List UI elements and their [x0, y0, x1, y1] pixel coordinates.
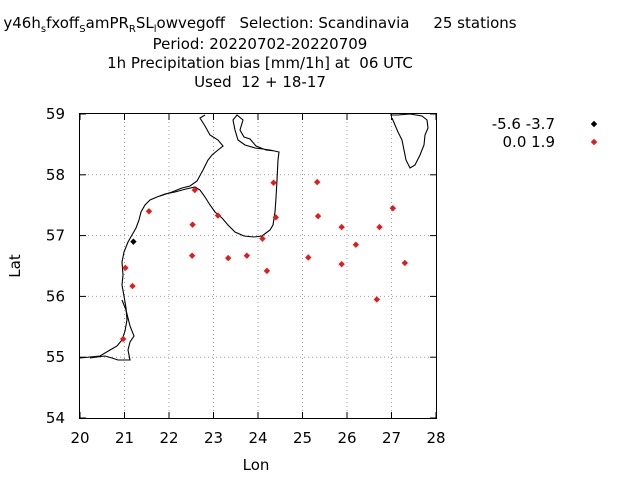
title-line-2: Period: 20220702-20220709	[152, 35, 368, 53]
x-tick-label: 26	[337, 429, 356, 447]
x-tick-label: 21	[115, 429, 134, 447]
legend-marker	[590, 120, 598, 128]
y-tick-label: 59	[46, 105, 65, 123]
data-point	[214, 212, 222, 219]
data-point	[130, 238, 137, 245]
x-tick-label: 22	[159, 429, 178, 447]
data-point	[122, 264, 129, 272]
plot-frame	[79, 113, 437, 419]
y-tick-label: 55	[46, 348, 65, 366]
data-point	[352, 241, 360, 248]
data-point	[224, 254, 232, 262]
legend-label: -5.6 -3.7	[492, 115, 555, 133]
y-tick-label: 54	[46, 409, 65, 427]
legend-marker	[590, 138, 598, 146]
y-tick-label: 57	[46, 227, 65, 245]
data-point	[376, 223, 383, 231]
data-point	[338, 223, 345, 231]
data-point	[259, 235, 266, 242]
data-point	[338, 260, 345, 268]
data-point	[270, 179, 277, 186]
data-point	[263, 267, 271, 275]
y-tick-labels: 54 55 56 57 58 59	[46, 105, 65, 427]
x-tick-labels: 20 21 22 23 24 25 26 27 28	[70, 429, 445, 447]
data-point	[119, 335, 127, 343]
coastline-map	[79, 113, 429, 361]
data-point	[313, 178, 321, 186]
title-line-1: y46hsfxoffSamPRRSLlowvegoff Selection: S…	[3, 14, 517, 35]
data-point	[188, 252, 196, 259]
y-tick-label: 56	[46, 287, 65, 305]
x-tick-label: 28	[426, 429, 445, 447]
y-axis-label: Lat	[6, 254, 24, 278]
title-line-4: Used 12 + 18-17	[194, 73, 326, 91]
x-axis-label: Lon	[243, 456, 270, 474]
legend-label: 0.0 1.9	[503, 133, 555, 151]
x-tick-label: 24	[248, 429, 267, 447]
grid-lines	[80, 114, 436, 418]
data-point	[314, 212, 322, 220]
legend: -5.6 -3.70.0 1.9	[492, 115, 598, 151]
axis-ticks	[79, 113, 437, 419]
title-line-3: 1h Precipitation bias [mm/1h] at 06 UTC	[107, 54, 413, 72]
x-tick-label: 23	[204, 429, 223, 447]
x-tick-label: 25	[293, 429, 312, 447]
data-point	[305, 254, 312, 261]
data-point	[389, 205, 397, 212]
data-point	[189, 221, 196, 228]
y-tick-label: 58	[46, 166, 65, 184]
data-point	[129, 282, 136, 290]
data-points	[119, 178, 409, 343]
data-point	[243, 252, 251, 259]
data-point	[373, 296, 381, 303]
data-point	[272, 214, 279, 221]
data-point	[401, 259, 409, 267]
x-tick-label: 27	[382, 429, 401, 447]
data-point	[191, 186, 199, 194]
data-point	[145, 208, 153, 215]
chart-title-block: y46hsfxoffSamPRRSLlowvegoff Selection: S…	[0, 14, 520, 92]
x-tick-label: 20	[70, 429, 89, 447]
